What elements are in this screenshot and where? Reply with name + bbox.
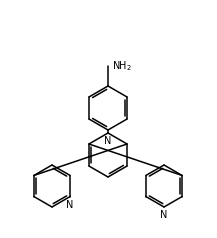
Text: NH$_2$: NH$_2$ [112,59,132,73]
Text: N: N [160,210,168,220]
Text: N: N [104,136,112,146]
Text: N: N [66,199,74,209]
